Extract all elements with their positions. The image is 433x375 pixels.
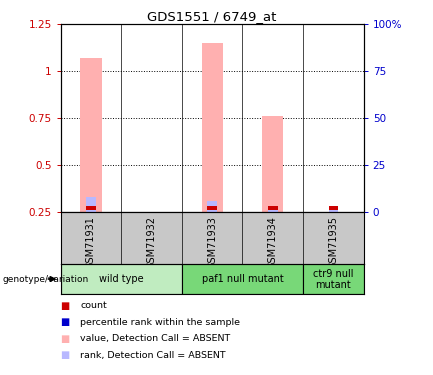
Text: count: count (80, 301, 107, 310)
Text: wild type: wild type (99, 274, 144, 284)
Text: GSM71934: GSM71934 (268, 216, 278, 269)
Bar (86, 206, 96, 210)
Bar (329, 206, 338, 210)
Bar (86, 197, 96, 212)
Text: paf1 null mutant: paf1 null mutant (202, 274, 283, 284)
Text: ctr9 null
mutant: ctr9 null mutant (313, 268, 354, 290)
Text: ■: ■ (61, 317, 70, 327)
Text: GSM71932: GSM71932 (146, 216, 157, 269)
Title: GDS1551 / 6749_at: GDS1551 / 6749_at (148, 10, 277, 23)
Text: GSM71933: GSM71933 (207, 216, 217, 269)
Bar (207, 201, 217, 212)
Bar (303, 264, 364, 294)
Text: ■: ■ (61, 350, 70, 360)
Text: ■: ■ (61, 334, 70, 344)
Text: rank, Detection Call = ABSENT: rank, Detection Call = ABSENT (80, 351, 226, 360)
Bar (262, 116, 283, 212)
Text: genotype/variation: genotype/variation (2, 275, 88, 284)
Text: value, Detection Call = ABSENT: value, Detection Call = ABSENT (80, 334, 230, 343)
Bar (61, 264, 182, 294)
Bar (329, 208, 338, 212)
Text: GSM71931: GSM71931 (86, 216, 96, 269)
Text: GSM71935: GSM71935 (328, 216, 339, 269)
Bar (201, 43, 223, 212)
Bar (182, 264, 303, 294)
Text: percentile rank within the sample: percentile rank within the sample (80, 318, 240, 327)
Bar (207, 206, 217, 210)
Bar (268, 208, 278, 212)
Bar (81, 58, 101, 212)
Bar (268, 206, 278, 210)
Text: ■: ■ (61, 301, 70, 310)
